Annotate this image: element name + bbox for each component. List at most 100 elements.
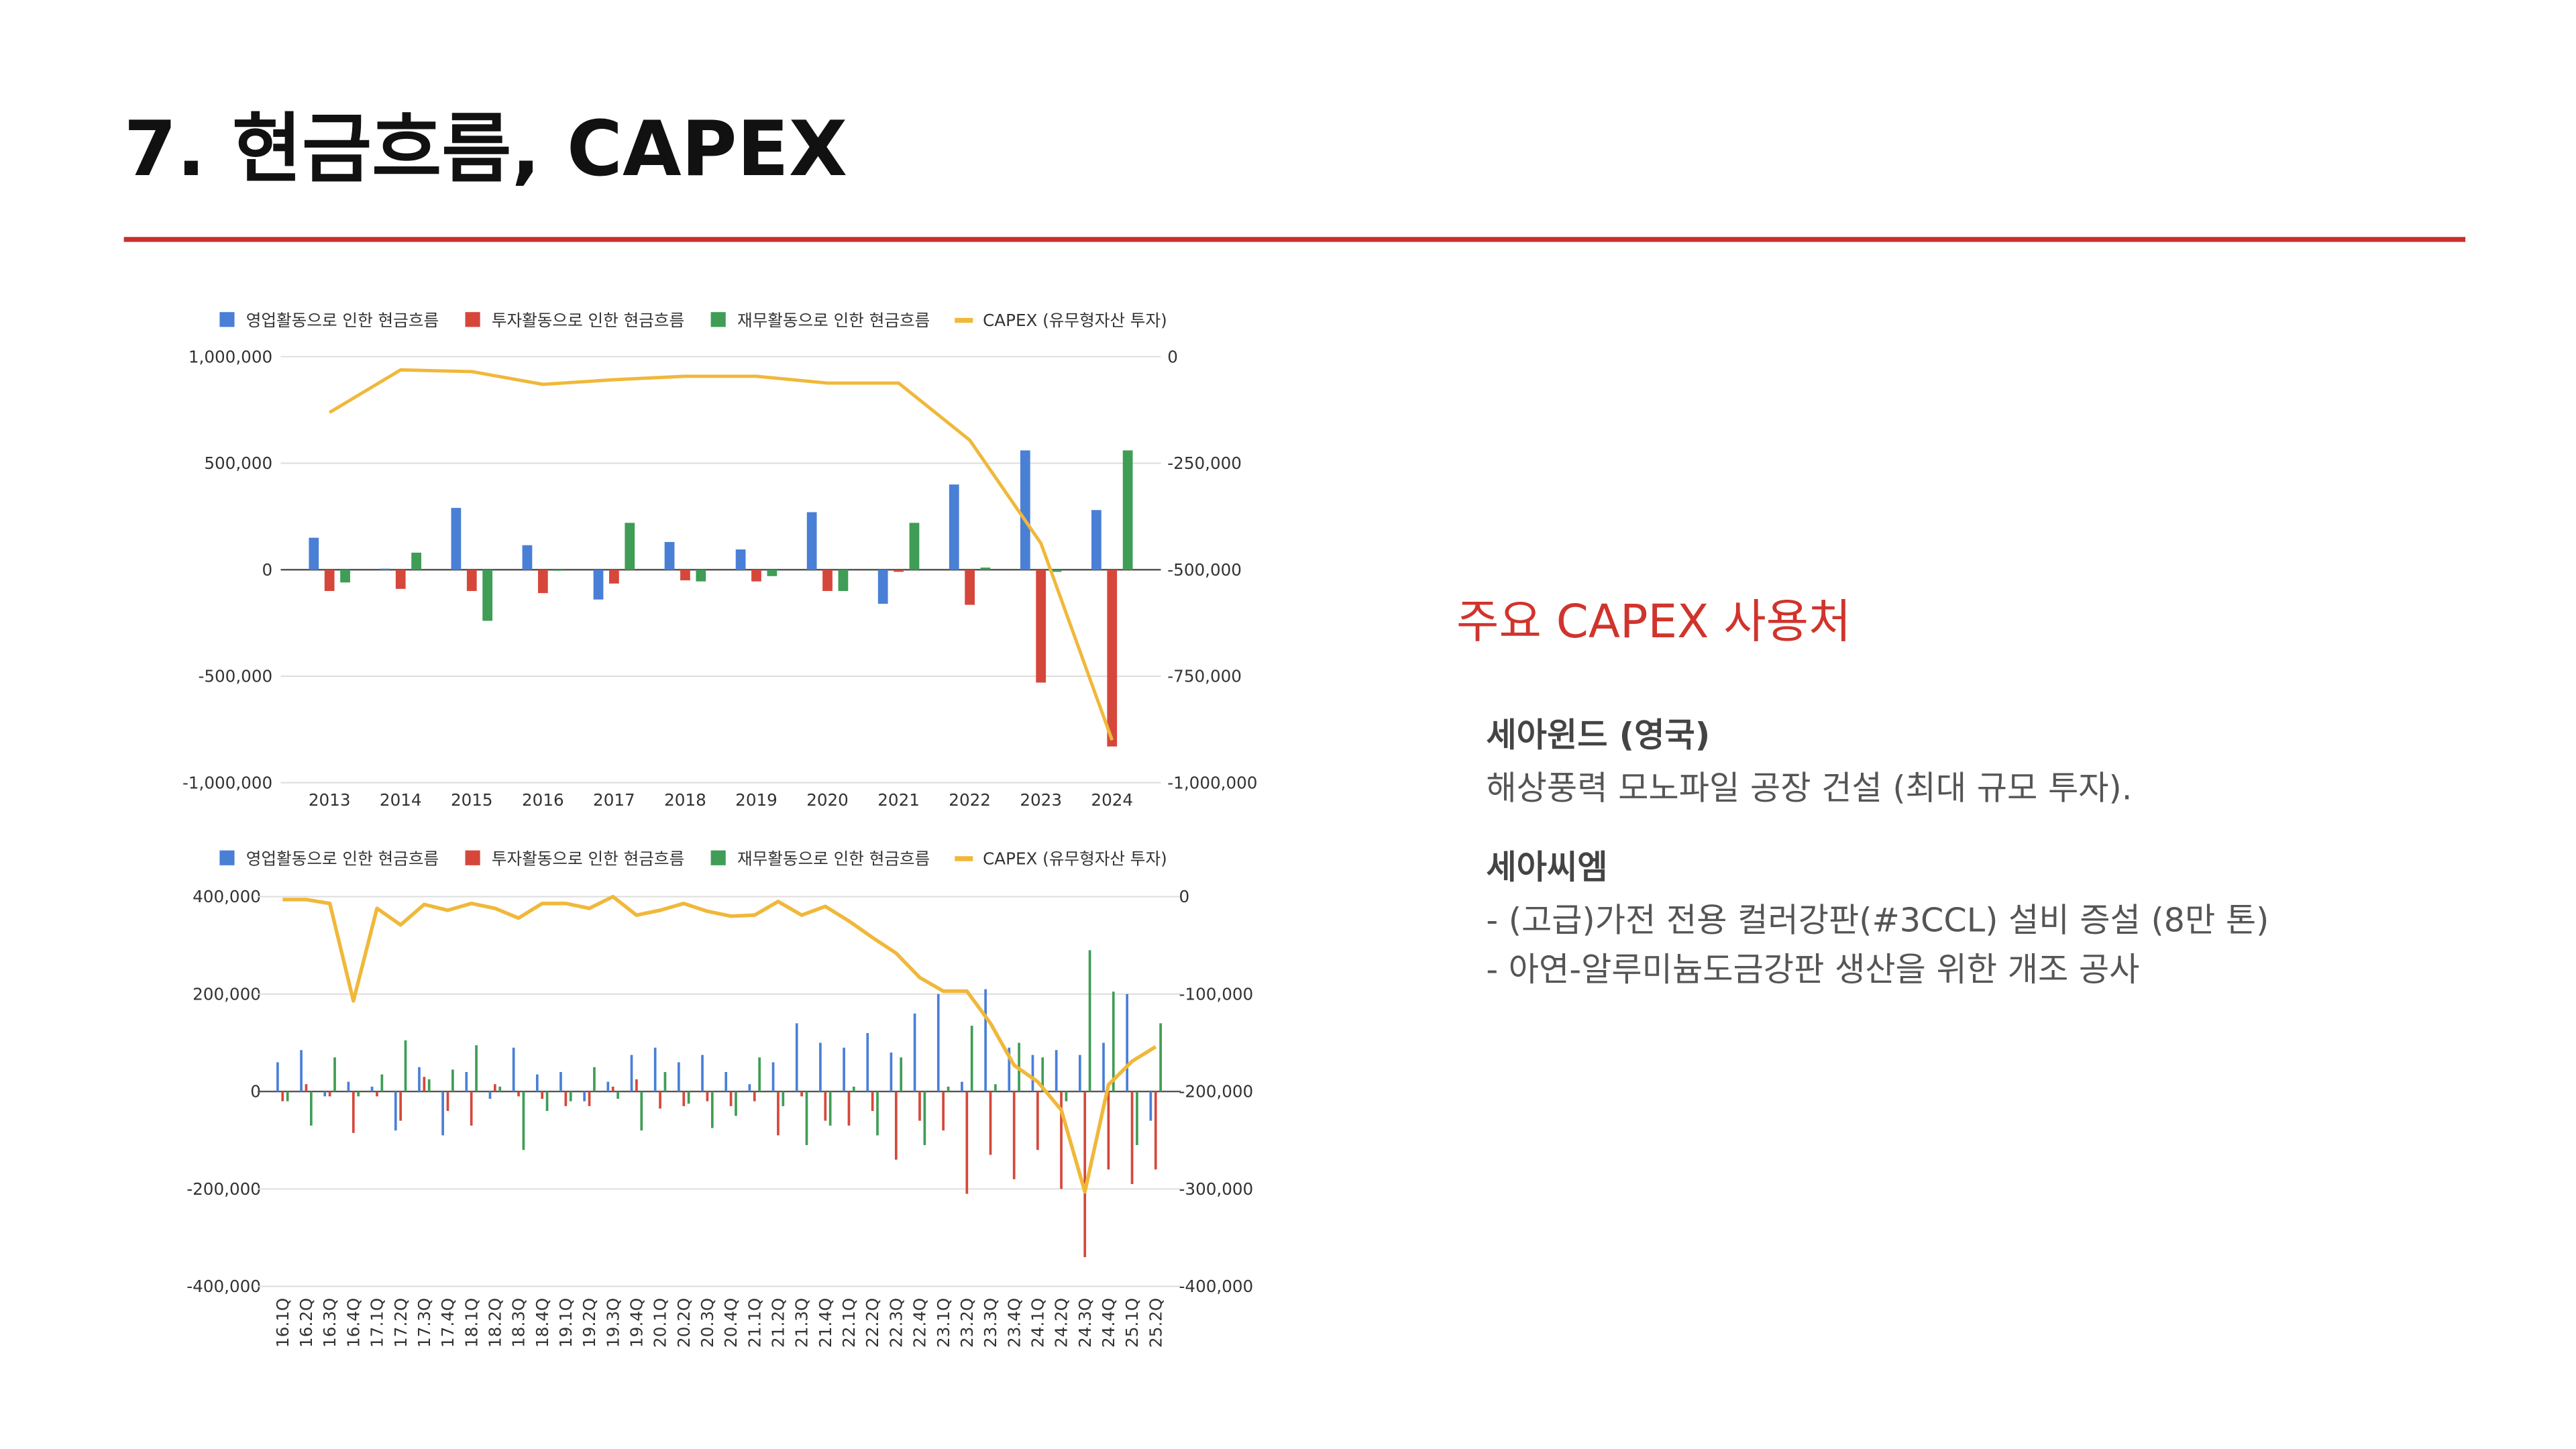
legend-marker: [465, 850, 480, 865]
bar: [1122, 450, 1133, 570]
bar: [1091, 510, 1102, 570]
x-tick-label: 19.3Q: [603, 1298, 623, 1348]
bar: [399, 1091, 402, 1121]
line: [328, 368, 1114, 741]
item-line: - 아연-알루미늄도금강판 생산을 위한 개조 공사: [1486, 950, 2139, 989]
x-tick-label: 16.4Q: [343, 1298, 363, 1348]
x-tick-label: 19.4Q: [627, 1298, 647, 1348]
y2-tick-label: -400,000: [1179, 1277, 1254, 1296]
x-tick-label: 2024: [1091, 790, 1133, 810]
bar: [729, 1091, 733, 1106]
bar: [309, 537, 319, 570]
bar: [583, 1091, 586, 1102]
y-tick-label: -1,000,000: [182, 773, 272, 792]
bar: [819, 1042, 822, 1092]
bar: [1102, 1042, 1105, 1092]
bar: [735, 549, 746, 570]
bar: [994, 1084, 997, 1092]
bar: [894, 1091, 898, 1160]
legend-marker: [710, 312, 726, 327]
x-tick-label: 22.3Q: [886, 1298, 906, 1348]
bar: [635, 1079, 638, 1092]
x-tick-label: 16.3Q: [320, 1298, 339, 1348]
x-tick-label: 22.2Q: [863, 1298, 882, 1348]
bar: [323, 1091, 327, 1097]
bar: [847, 1091, 851, 1126]
y-tick-label: 0: [262, 560, 272, 580]
bar: [936, 994, 940, 1092]
bar: [328, 1091, 331, 1097]
x-tick-label: 20.4Q: [721, 1298, 741, 1348]
bar: [411, 552, 421, 570]
legend-label: CAPEX (유무형자산 투자): [983, 311, 1167, 330]
bar: [324, 570, 335, 591]
bar: [894, 570, 904, 572]
x-tick-label: 16.1Q: [273, 1298, 292, 1348]
bar: [553, 570, 564, 571]
bar: [466, 570, 477, 591]
x-tick-label: 19.2Q: [580, 1298, 599, 1348]
bar: [767, 570, 777, 576]
y2-tick-label: -100,000: [1179, 984, 1254, 1004]
x-tick-label: 2020: [806, 790, 849, 810]
x-tick-label: 17.4Q: [438, 1298, 458, 1348]
bar: [276, 1062, 279, 1092]
legend-marker: [710, 850, 726, 865]
bar: [664, 541, 675, 570]
bar: [1088, 950, 1091, 1092]
bar: [1031, 1055, 1034, 1092]
bar: [822, 570, 833, 591]
legend-label: 투자활동으로 인한 현금흐름: [492, 311, 684, 330]
bar: [965, 1091, 969, 1194]
legend-label: 재무활동으로 인한 현금흐름: [737, 311, 930, 330]
bar: [758, 1057, 761, 1092]
bar: [1065, 1091, 1068, 1102]
x-tick-label: 19.1Q: [556, 1298, 576, 1348]
bar: [984, 989, 987, 1092]
bar: [593, 570, 604, 600]
bar: [1083, 1091, 1087, 1257]
bar: [537, 570, 548, 594]
bar: [777, 1091, 780, 1136]
bar: [309, 1091, 313, 1126]
bar: [606, 1081, 610, 1092]
legend-marker: [465, 312, 480, 327]
x-tick-label: 17.1Q: [368, 1298, 387, 1348]
bar: [1159, 1023, 1162, 1092]
bar: [470, 1091, 473, 1126]
y-tick-label: 1,000,000: [189, 347, 272, 366]
slide-title: 7. 현금흐름, CAPEX: [124, 105, 848, 193]
bar: [593, 1067, 596, 1092]
bar: [370, 1086, 374, 1092]
bar: [625, 523, 635, 570]
bar: [843, 1047, 845, 1092]
bar: [1154, 1091, 1157, 1170]
bar: [1036, 570, 1046, 683]
bar: [427, 1079, 431, 1092]
x-tick-label: 18.1Q: [462, 1298, 481, 1348]
y2-tick-label: -300,000: [1179, 1179, 1254, 1199]
bar: [900, 1057, 903, 1092]
bar: [659, 1091, 661, 1109]
bar: [805, 1091, 808, 1145]
bar: [748, 1084, 751, 1092]
bar: [451, 508, 462, 570]
bar: [588, 1091, 591, 1106]
x-tick-label: 18.2Q: [485, 1298, 504, 1348]
x-tick-label: 20.3Q: [698, 1298, 717, 1348]
legend-label: 재무활동으로 인한 현금흐름: [737, 849, 930, 869]
bar: [696, 570, 706, 582]
x-tick-label: 18.4Q: [533, 1298, 552, 1348]
legend-label: 영업활동으로 인한 현금흐름: [246, 311, 439, 330]
bar: [281, 1091, 284, 1102]
x-tick-label: 2019: [735, 790, 777, 810]
y2-tick-label: -500,000: [1167, 560, 1242, 580]
bar: [340, 570, 350, 583]
x-tick-label: 20.2Q: [674, 1298, 694, 1348]
bar: [616, 1091, 619, 1099]
x-tick-label: 2017: [593, 790, 635, 810]
x-tick-label: 24.3Q: [1075, 1298, 1095, 1348]
x-tick-label: 23.4Q: [1004, 1298, 1024, 1348]
x-tick-label: 23.2Q: [957, 1298, 977, 1348]
